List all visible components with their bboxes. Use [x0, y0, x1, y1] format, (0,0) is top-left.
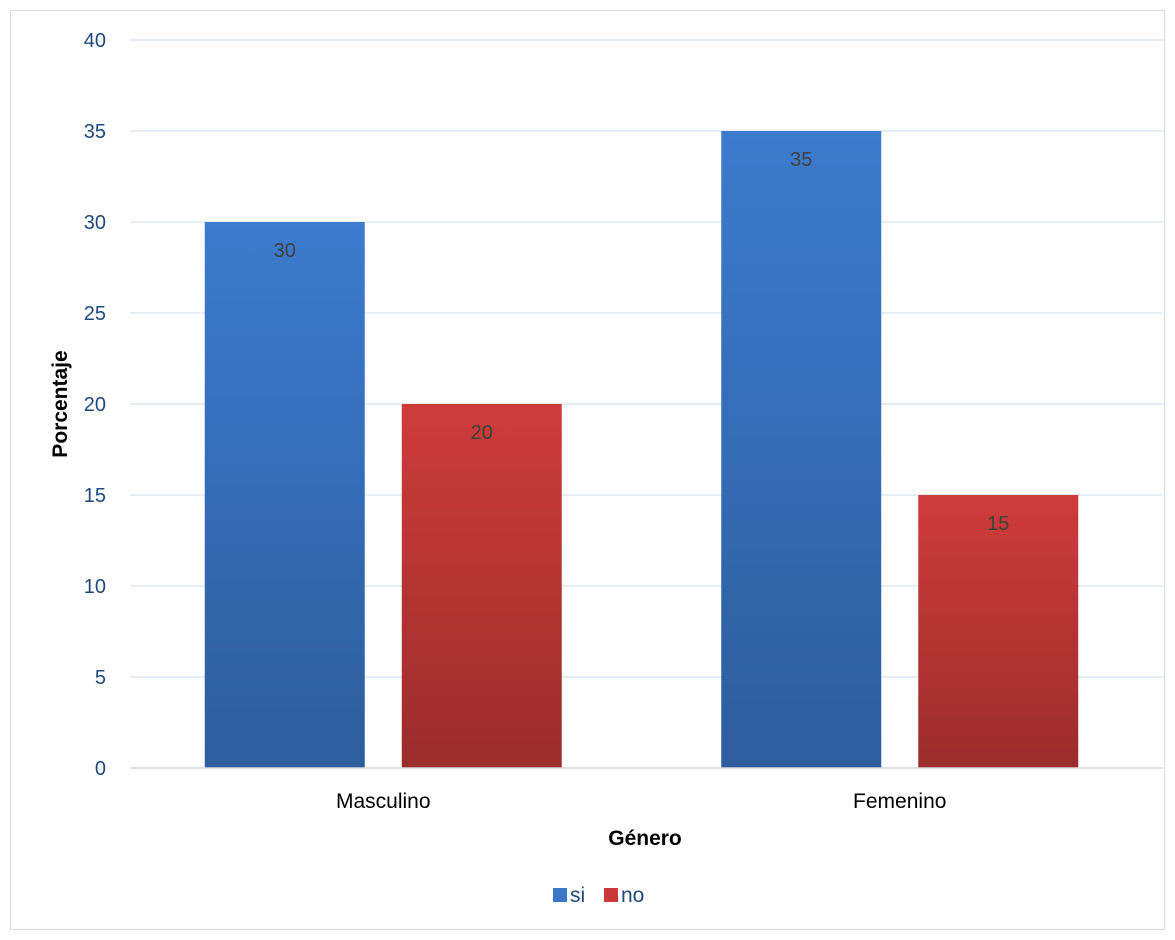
- bar-si-femenino: [721, 131, 882, 768]
- legend-swatch-si: [553, 888, 567, 902]
- y-tick-label: 35: [84, 121, 106, 143]
- chart-frame: [10, 10, 1165, 930]
- y-tick-label: 5: [95, 667, 106, 689]
- y-tick-label: 0: [95, 758, 106, 780]
- y-axis-title: Porcentaje: [49, 350, 72, 457]
- data-label: 35: [790, 149, 812, 171]
- bar-no-masculino: [401, 404, 562, 768]
- y-tick-label: 30: [84, 212, 106, 234]
- y-tick-label: 20: [84, 394, 106, 416]
- bars: [204, 131, 1079, 768]
- legend: si no: [553, 884, 644, 907]
- x-category-label: Masculino: [336, 790, 431, 813]
- data-label: 15: [987, 513, 1009, 535]
- y-tick-label: 25: [84, 303, 106, 325]
- y-tick-label: 15: [84, 485, 106, 507]
- bar-si-masculino: [204, 222, 365, 768]
- y-axis-ticks: 0 5 10 15 20 25 30 35 40: [84, 30, 106, 780]
- legend-label-si: si: [570, 884, 585, 907]
- data-label: 30: [274, 240, 296, 262]
- x-axis-categories: Masculino Femenino: [336, 790, 946, 813]
- legend-label-no: no: [621, 884, 644, 907]
- x-axis-title: Género: [608, 827, 682, 850]
- data-labels: 30 20 35 15: [274, 149, 1010, 535]
- y-tick-label: 40: [84, 30, 106, 52]
- bar-no-femenino: [918, 495, 1079, 768]
- legend-swatch-no: [604, 888, 618, 902]
- y-tick-label: 10: [84, 576, 106, 598]
- data-label: 20: [471, 422, 493, 444]
- x-category-label: Femenino: [853, 790, 946, 813]
